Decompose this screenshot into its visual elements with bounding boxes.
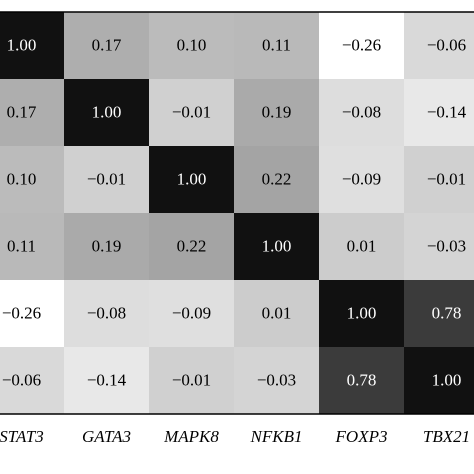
x-tick-label: TBX21 (423, 427, 470, 446)
heatmap-cell (234, 79, 319, 146)
frame (0, 11, 474, 415)
heatmap-cell (149, 79, 234, 146)
x-tick-label: MAPK8 (163, 427, 219, 446)
heatmap-cell (149, 280, 234, 347)
heatmap-cell (0, 12, 64, 79)
heatmap-cell (149, 213, 234, 280)
heatmap-cell (234, 12, 319, 79)
cell-label: −0.09 (342, 169, 381, 188)
heatmap-cell (234, 280, 319, 347)
cell-label: 1.00 (92, 102, 122, 121)
cell-label: −0.14 (87, 370, 127, 389)
heatmap-cell (234, 347, 319, 414)
heatmap-cell (0, 146, 64, 213)
heatmap-cell (319, 79, 404, 146)
cell-label: 0.11 (262, 35, 291, 54)
heatmap-cell (149, 347, 234, 414)
heatmap-cell (319, 280, 404, 347)
cell-label: 0.78 (347, 370, 377, 389)
cell-label: −0.26 (2, 303, 41, 322)
cell-label: −0.26 (342, 35, 381, 54)
heatmap-cell (319, 347, 404, 414)
heatmap-cell (0, 213, 64, 280)
cell-label: 1.00 (7, 35, 37, 54)
heatmap-cell (64, 347, 149, 414)
cell-label: 0.19 (92, 236, 122, 255)
heatmap-cell (64, 146, 149, 213)
cell-label: 1.00 (432, 370, 462, 389)
heatmap-cell (149, 146, 234, 213)
heatmap-cell (404, 146, 474, 213)
cell-label: 0.17 (92, 35, 122, 54)
heatmap-cell (0, 280, 64, 347)
cell-label: 1.00 (177, 169, 207, 188)
cell-label: 0.01 (262, 303, 292, 322)
cell-label: −0.01 (427, 169, 466, 188)
cell-label: 1.00 (347, 303, 377, 322)
x-tick-label: FOXP3 (335, 427, 388, 446)
cell-label: −0.14 (427, 102, 467, 121)
x-tick-label: NFKB1 (250, 427, 303, 446)
heatmap-cell (64, 79, 149, 146)
heatmap-cell (319, 12, 404, 79)
cell-label: 0.78 (432, 303, 462, 322)
cell-label: 0.22 (262, 169, 292, 188)
heatmap-cell (234, 213, 319, 280)
cell-label: −0.08 (87, 303, 126, 322)
cell-label: 0.10 (177, 35, 207, 54)
heatmap-cell (0, 79, 64, 146)
cell-label: 0.01 (347, 236, 377, 255)
cell-label: −0.01 (87, 169, 126, 188)
cell-label: 0.10 (7, 169, 37, 188)
heatmap-cell (64, 280, 149, 347)
heatmap-cell (64, 213, 149, 280)
cell-label: −0.06 (427, 35, 466, 54)
x-tick-label: STAT3 (0, 427, 44, 446)
cell-label: −0.06 (2, 370, 41, 389)
heatmap-cell (234, 146, 319, 213)
heatmap-cell (404, 79, 474, 146)
x-tick-label: GATA3 (82, 427, 131, 446)
heatmap-cell (404, 213, 474, 280)
cell-label: −0.09 (172, 303, 211, 322)
heatmap-cell (149, 12, 234, 79)
heatmap-cell (404, 12, 474, 79)
cell-label: 0.17 (7, 102, 37, 121)
cell-label: −0.01 (172, 102, 211, 121)
heatmap-cell (404, 280, 474, 347)
heatmap-cell (319, 213, 404, 280)
cell-label: 0.22 (177, 236, 207, 255)
cell-label: −0.03 (257, 370, 296, 389)
heatmap-cell (0, 347, 64, 414)
cell-label: 1.00 (262, 236, 292, 255)
cell-label: −0.03 (427, 236, 466, 255)
cell-label: 0.19 (262, 102, 292, 121)
heatmap-cell (64, 12, 149, 79)
heatmap-cell (404, 347, 474, 414)
cell-label: −0.01 (172, 370, 211, 389)
heatmap-cell (319, 146, 404, 213)
cell-label: 0.11 (7, 236, 36, 255)
cell-label: −0.08 (342, 102, 381, 121)
